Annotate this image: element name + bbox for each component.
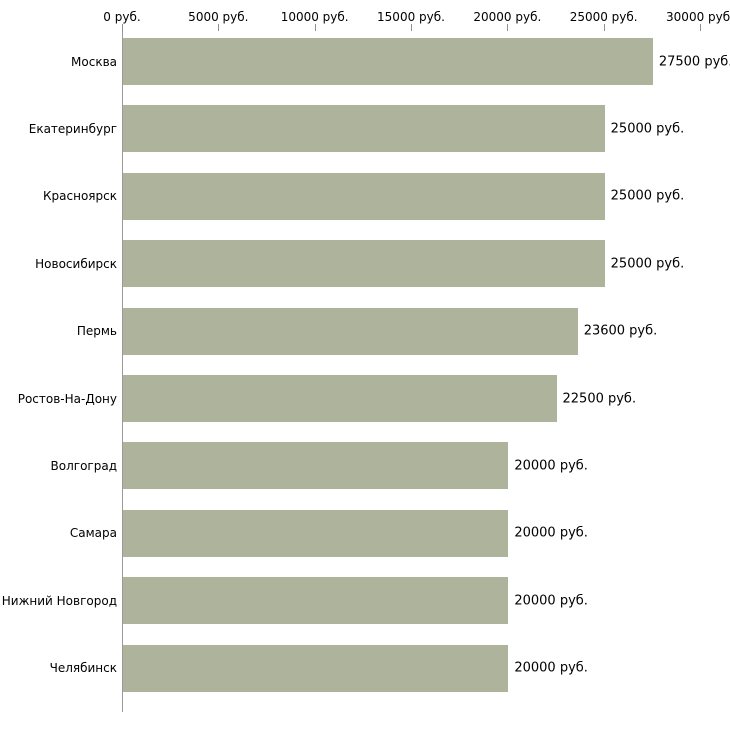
x-axis-tick-mark	[122, 24, 123, 31]
x-axis-tick-mark	[411, 24, 412, 31]
bar	[123, 577, 509, 625]
category-label: Ростов-На-Дону	[17, 391, 117, 406]
category-label: Волгоград	[50, 458, 117, 473]
category-label: Екатеринбург	[28, 121, 117, 136]
bar-value-label: 27500 руб.	[658, 54, 730, 69]
bar	[123, 375, 557, 422]
category-label: Самара	[69, 526, 117, 541]
category-label: Челябинск	[49, 661, 117, 676]
bar-value-label: 25000 руб.	[610, 121, 685, 137]
x-axis-tick-label: 25000 руб.	[569, 10, 638, 24]
bar-value-label: 20000 руб.	[514, 525, 588, 541]
x-axis-tick-mark	[507, 24, 509, 31]
bar	[123, 307, 578, 355]
bar-value-label: 25000 руб.	[610, 188, 685, 204]
bar	[123, 38, 653, 85]
x-axis-tick-label: 10000 руб.	[280, 10, 349, 24]
bar-value-label: 20000 руб.	[514, 458, 588, 474]
bar	[123, 240, 605, 288]
category-label: Красноярск	[43, 189, 117, 204]
category-label: Нижний Новгород	[1, 593, 117, 608]
x-axis-tick-mark	[603, 24, 605, 31]
x-axis-tick-mark	[314, 24, 316, 31]
bar-value-label: 20000 руб.	[514, 593, 588, 609]
bar	[123, 172, 605, 220]
bar	[123, 442, 509, 490]
bar	[123, 644, 509, 692]
x-axis-tick-label: 0 руб.	[103, 10, 141, 24]
bar-value-label: 23600 руб.	[583, 323, 658, 339]
x-axis-tick-label: 5000 руб.	[188, 10, 249, 24]
x-axis-tick-label: 15000 руб.	[377, 10, 445, 24]
x-axis-tick-mark	[700, 24, 701, 31]
x-axis-tick-label: 20000 руб.	[473, 10, 542, 24]
bar-value-label: 22500 руб.	[562, 391, 637, 406]
bar	[123, 105, 605, 153]
x-axis-tick-label: 30000 руб.	[666, 10, 730, 24]
bar	[123, 509, 509, 557]
category-label: Москва	[71, 54, 117, 69]
bar-value-label: 20000 руб.	[514, 660, 588, 676]
bar-value-label: 25000 руб.	[610, 256, 685, 272]
category-label: Пермь	[76, 324, 117, 339]
x-axis-tick-mark	[218, 24, 220, 31]
y-axis-line	[122, 31, 123, 712]
category-label: Новосибирск	[35, 256, 117, 271]
